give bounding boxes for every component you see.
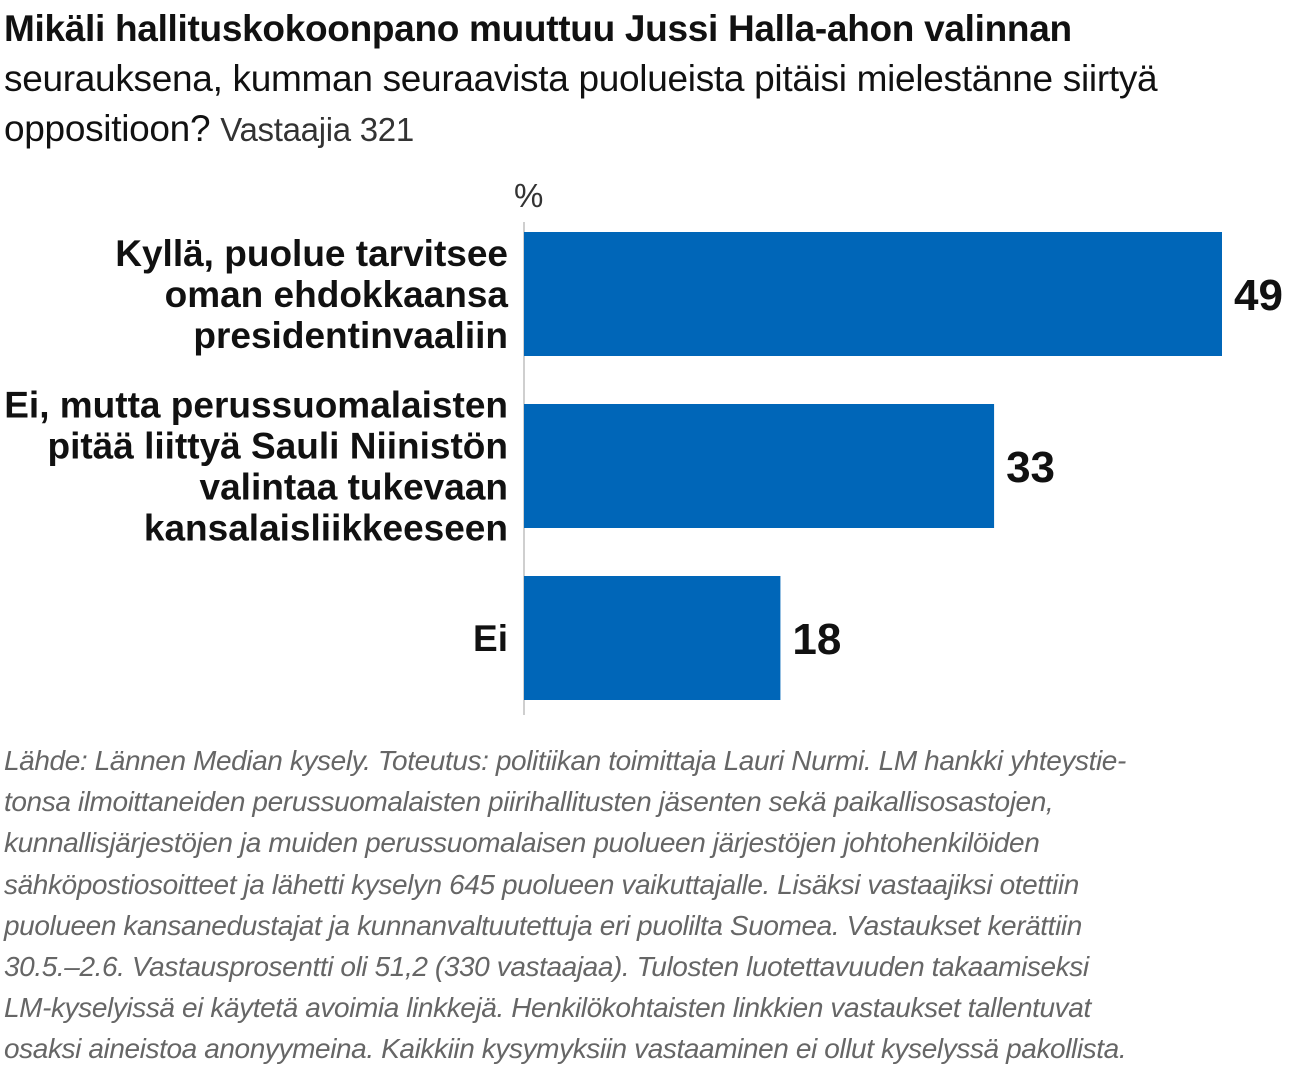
value-label-1: 49 — [1234, 271, 1283, 320]
bar-2 — [524, 404, 995, 528]
category-label-1-line-1: Kyllä, puolue tarvitsee — [115, 233, 508, 274]
source-line-1: Lähde: Lännen Median kysely. Toteutus: p… — [4, 745, 1126, 776]
source-line-4: sähköpostiosoitteet ja lähetti kyselyn 6… — [4, 868, 1079, 900]
source-line-7: LM-kyselyissä ei käytetä avoimia linkkej… — [4, 992, 1091, 1024]
source-line-8: osaksi aineistoa anonyymeina. Kaikkiin k… — [4, 1033, 1127, 1065]
source-line-2: tonsa ilmoittaneiden perussuomalaisten p… — [4, 786, 1054, 818]
value-label-2: 33 — [1006, 443, 1055, 492]
unit-label: % — [514, 177, 543, 214]
chart-question: seurauksena, kumman seuraavista puolueis… — [4, 58, 1158, 149]
category-label-2-line-4: kansalaisliikkeeseen — [144, 508, 508, 549]
category-label-1-line-3: presidentinvaaliin — [193, 315, 508, 356]
bar-1 — [524, 232, 1222, 356]
chart-title: Mikäli hallituskokoonpano muuttuu Jussi … — [4, 8, 1072, 49]
respondent-count: Vastaajia 321 — [220, 111, 414, 148]
source-line-6: 30.5.–2.6. Vastausprosentti oli 51,2 (33… — [4, 951, 1089, 983]
category-label-2-line-2: pitää liittyä Sauli Niinistön — [47, 426, 508, 467]
category-label-3-line-1: Ei — [473, 618, 508, 659]
category-label-2-line-3: valintaa tukevaan — [200, 467, 508, 508]
value-label-3: 18 — [792, 615, 841, 664]
category-label-1-line-2: oman ehdokkaansa — [165, 274, 509, 315]
chart-header: Mikäli hallituskokoonpano muuttuu Jussi … — [4, 4, 1279, 155]
category-label-2-line-1: Ei, mutta perussuomalaisten — [4, 385, 508, 426]
source-note: Lähde: Lännen Median kysely. Toteutus: p… — [4, 740, 1274, 1070]
source-line-5: puolueen kansanedustajat ja kunnanvaltuu… — [4, 909, 1082, 941]
bar-3 — [524, 576, 781, 700]
source-line-3: kunnallisjärjestöjen ja muiden perussuom… — [4, 827, 1040, 859]
